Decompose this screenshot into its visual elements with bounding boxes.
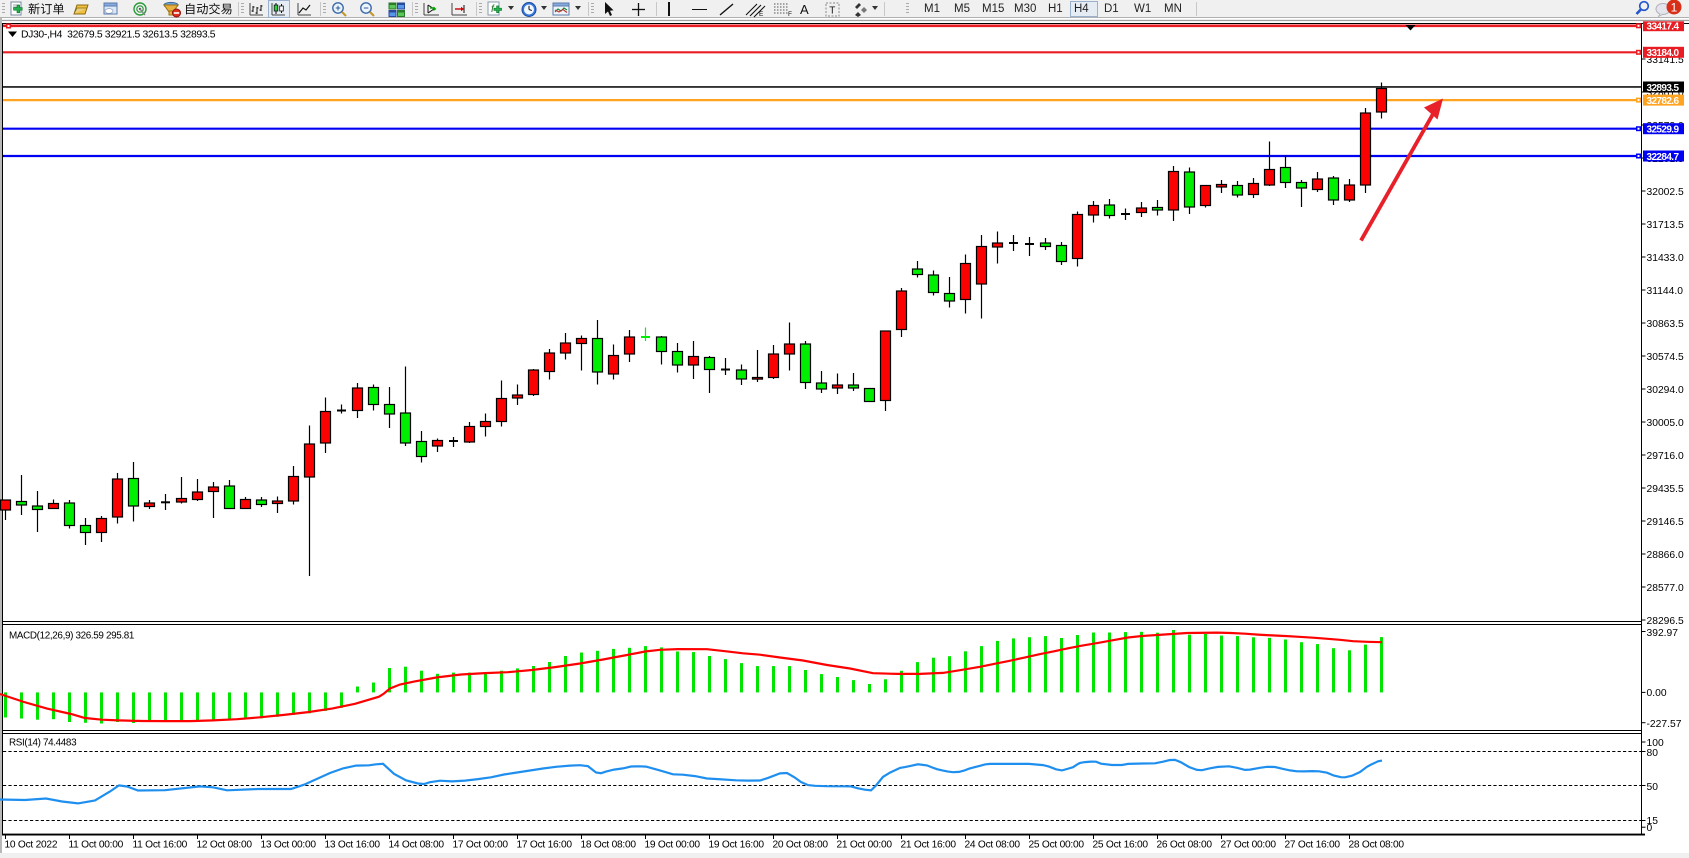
svg-text:32529.9: 32529.9 [1647, 125, 1680, 136]
svg-text:25 Oct 16:00: 25 Oct 16:00 [1093, 840, 1149, 851]
svg-text:50: 50 [1647, 782, 1659, 793]
svg-text:21 Oct 00:00: 21 Oct 00:00 [837, 840, 893, 851]
svg-text:f: f [491, 4, 495, 15]
svg-text:E: E [759, 11, 764, 18]
svg-text:80: 80 [1647, 748, 1659, 759]
svg-text:33141.5: 33141.5 [1647, 55, 1684, 66]
svg-text:30005.0: 30005.0 [1647, 418, 1684, 429]
svg-text:1: 1 [1671, 0, 1678, 14]
svg-text:0.00: 0.00 [1647, 688, 1667, 699]
svg-text:12 Oct 08:00: 12 Oct 08:00 [197, 840, 253, 851]
svg-text:F: F [788, 11, 792, 18]
svg-text:17 Oct 00:00: 17 Oct 00:00 [453, 840, 509, 851]
svg-text:31144.0: 31144.0 [1647, 286, 1684, 297]
svg-text:32861.0: 32861.0 [1647, 88, 1684, 99]
svg-text:11 Oct 00:00: 11 Oct 00:00 [69, 840, 124, 851]
svg-text:30294.0: 30294.0 [1647, 385, 1684, 396]
svg-text:100: 100 [1647, 738, 1664, 749]
svg-text:32893.5: 32893.5 [1647, 83, 1680, 94]
svg-text:19 Oct 00:00: 19 Oct 00:00 [645, 840, 701, 851]
svg-text:0: 0 [1647, 823, 1653, 834]
svg-text:+: + [335, 3, 340, 13]
svg-text:11 Oct 16:00: 11 Oct 16:00 [133, 840, 188, 851]
svg-text:28296.5: 28296.5 [1647, 616, 1684, 627]
svg-text:RSI(14) 74.4483: RSI(14) 74.4483 [9, 738, 77, 749]
svg-text:32284.7: 32284.7 [1647, 152, 1680, 163]
svg-text:25 Oct 00:00: 25 Oct 00:00 [1029, 840, 1085, 851]
svg-text:26 Oct 08:00: 26 Oct 08:00 [1157, 840, 1213, 851]
svg-text:32782.6: 32782.6 [1647, 96, 1680, 107]
svg-text:24 Oct 08:00: 24 Oct 08:00 [965, 840, 1021, 851]
svg-text:18 Oct 08:00: 18 Oct 08:00 [581, 840, 637, 851]
svg-text:30574.5: 30574.5 [1647, 352, 1684, 363]
svg-text:28577.0: 28577.0 [1647, 583, 1684, 594]
svg-text:28 Oct 08:00: 28 Oct 08:00 [1349, 840, 1405, 851]
svg-text:29435.5: 29435.5 [1647, 484, 1684, 495]
svg-text:15: 15 [1647, 816, 1659, 827]
svg-text:T: T [829, 6, 835, 17]
svg-text:32002.5: 32002.5 [1647, 187, 1684, 198]
svg-text:27 Oct 00:00: 27 Oct 00:00 [1221, 840, 1277, 851]
svg-text:14 Oct 08:00: 14 Oct 08:00 [389, 840, 445, 851]
svg-text:13 Oct 00:00: 13 Oct 00:00 [261, 840, 317, 851]
svg-text:17 Oct 16:00: 17 Oct 16:00 [517, 840, 573, 851]
svg-text:−: − [363, 3, 368, 13]
svg-text:31433.0: 31433.0 [1647, 253, 1684, 264]
svg-text:DJ30-,H4 32679.5 32921.5 3261: DJ30-,H4 32679.5 32921.5 32613.5 32893.5 [21, 30, 216, 41]
svg-text:19 Oct 16:00: 19 Oct 16:00 [709, 840, 765, 851]
svg-text:30863.5: 30863.5 [1647, 319, 1684, 330]
svg-text:MACD(12,26,9) 326.59 295.81: MACD(12,26,9) 326.59 295.81 [9, 631, 135, 642]
svg-text:31713.5: 31713.5 [1647, 220, 1684, 231]
svg-text:-227.57: -227.57 [1647, 719, 1682, 730]
svg-text:27 Oct 16:00: 27 Oct 16:00 [1285, 840, 1341, 851]
svg-text:20 Oct 08:00: 20 Oct 08:00 [773, 840, 829, 851]
svg-text:13 Oct 16:00: 13 Oct 16:00 [325, 840, 381, 851]
svg-text:392.97: 392.97 [1647, 628, 1679, 639]
svg-text:21 Oct 16:00: 21 Oct 16:00 [901, 840, 957, 851]
svg-text:29146.5: 29146.5 [1647, 517, 1684, 528]
svg-text:28866.0: 28866.0 [1647, 550, 1684, 561]
svg-text:33184.0: 33184.0 [1647, 48, 1680, 59]
svg-text:10 Oct 2022: 10 Oct 2022 [5, 840, 58, 851]
svg-text:33417.4: 33417.4 [1647, 22, 1680, 33]
svg-text:29716.0: 29716.0 [1647, 451, 1684, 462]
